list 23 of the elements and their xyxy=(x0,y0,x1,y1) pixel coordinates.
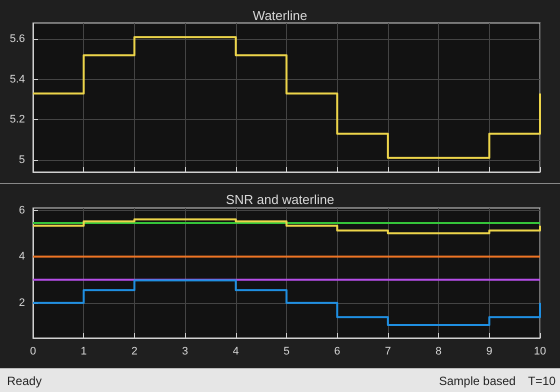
chart-title: SNR and waterline xyxy=(226,192,334,207)
y-tick-label: 6 xyxy=(18,204,25,216)
text: Ready xyxy=(7,374,42,388)
x-tick-label: 9 xyxy=(486,346,492,358)
text: Sample based xyxy=(439,374,516,388)
x-tick-label: 4 xyxy=(232,346,239,358)
x-tick-label: 2 xyxy=(131,346,138,358)
y-tick-label: 5.6 xyxy=(10,33,25,46)
x-tick-label: 10 xyxy=(534,346,546,358)
y-tick-label: 5 xyxy=(18,154,25,166)
y-tick-label: 5.2 xyxy=(10,114,25,126)
x-tick-label: 0 xyxy=(30,346,36,358)
x-tick-label: 3 xyxy=(182,346,188,358)
x-tick-label: 8 xyxy=(436,346,442,358)
x-tick-label: 6 xyxy=(334,346,340,358)
chart-title: Waterline xyxy=(252,8,308,23)
y-tick-label: 2 xyxy=(18,296,25,309)
y-tick-label: 4 xyxy=(18,250,25,263)
x-tick-label: 1 xyxy=(80,346,87,358)
text: T=10 xyxy=(528,374,556,388)
y-tick-label: 5.4 xyxy=(10,73,25,86)
x-tick-label: 5 xyxy=(283,346,290,358)
x-tick-label: 7 xyxy=(384,346,391,358)
